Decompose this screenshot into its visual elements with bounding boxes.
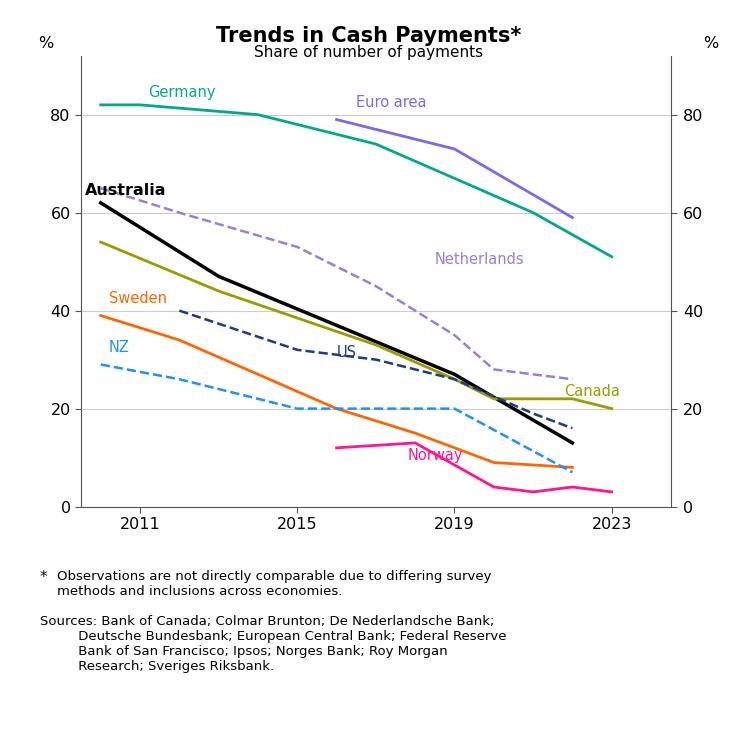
Text: %: % [703,37,719,51]
Text: Sources: Bank of Canada; Colmar Brunton; De Nederlandsche Bank;
         Deutsch: Sources: Bank of Canada; Colmar Brunton;… [40,615,506,673]
Text: Share of number of payments: Share of number of payments [254,45,483,60]
Text: Australia: Australia [85,183,167,198]
Text: Canada: Canada [565,384,621,399]
Text: Norway: Norway [408,448,463,463]
Text: Sweden: Sweden [108,291,167,305]
Text: Euro area: Euro area [356,95,427,110]
Text: Trends in Cash Payments*: Trends in Cash Payments* [216,26,521,46]
Text: Observations are not directly comparable due to differing survey
methods and inc: Observations are not directly comparable… [57,570,492,597]
Text: Germany: Germany [148,85,215,100]
Text: NZ: NZ [108,340,130,355]
Text: US: US [337,345,357,360]
Text: Netherlands: Netherlands [435,252,525,267]
Text: %: % [38,37,54,51]
Text: *: * [40,570,47,585]
